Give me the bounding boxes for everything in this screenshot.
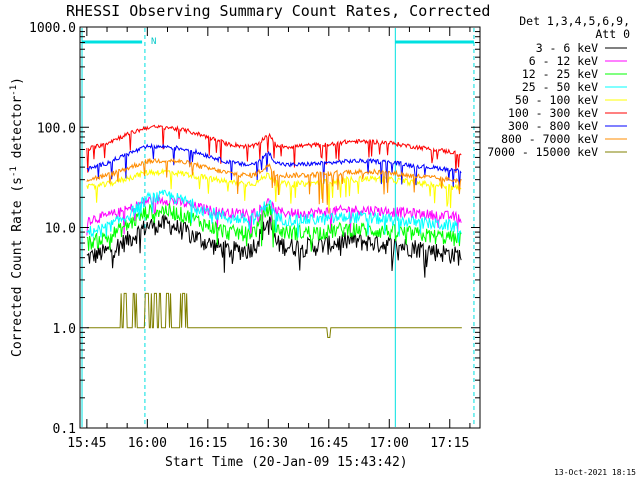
legend-header-line1: Det 1,3,4,5,6,9, xyxy=(519,14,630,28)
chart-title: RHESSI Observing Summary Count Rates, Co… xyxy=(66,2,490,20)
series-layer xyxy=(86,124,462,338)
series-line xyxy=(86,213,462,278)
axis-layer: 1000.0 100.0 10.0 1.0 0.115:45 16:00 16:15 16:3… xyxy=(29,21,480,451)
plot-area: 1000.0 100.0 10.0 1.0 0.115:45 16:00 16:15 16:3… xyxy=(29,21,481,451)
series-line xyxy=(86,157,462,205)
y-tick-label: 1.0 xyxy=(53,322,76,337)
series-line xyxy=(86,124,462,173)
x-tick-label: 17:15 xyxy=(430,436,469,451)
y-axis-label-sup2: -1 xyxy=(9,85,19,96)
x-tick-label: 16:15 xyxy=(188,436,227,451)
annotation-layer xyxy=(81,28,475,427)
legend-entry-label: 3 - 6 keV xyxy=(536,41,598,55)
y-tick-label: 10.0 xyxy=(45,222,76,237)
series-line xyxy=(86,167,462,214)
legend-entry-label: 100 - 300 keV xyxy=(508,106,598,120)
x-tick-label: 16:00 xyxy=(128,436,167,451)
y-axis-label-sup1: -1 xyxy=(9,166,19,177)
legend-entry-label: 50 - 100 keV xyxy=(515,93,598,107)
legend-entry-label: 7000 - 15000 keV xyxy=(487,145,598,159)
x-tick-label: 15:45 xyxy=(67,436,106,451)
marker-n-label: N xyxy=(151,37,156,47)
legend-entry-label: 800 - 7000 keV xyxy=(501,132,598,146)
series-line xyxy=(86,142,462,190)
y-axis-label-part1: Corrected Count Rate (s xyxy=(10,177,25,357)
series-line xyxy=(86,189,462,243)
y-axis-label-part3: ) xyxy=(10,77,25,85)
y-tick-label: 100.0 xyxy=(37,121,76,136)
footer-date: 13-Oct-2021 18:15 xyxy=(554,468,636,477)
legend-header-line2: Att 0 xyxy=(595,27,630,41)
x-axis-label: Start Time (20-Jan-09 15:43:42) xyxy=(165,455,408,470)
legend-entry-label: 25 - 50 keV xyxy=(522,80,598,94)
legend-entry-label: 12 - 25 keV xyxy=(522,67,598,81)
x-tick-label: 16:45 xyxy=(309,436,348,451)
legend-entry-label: 6 - 12 keV xyxy=(529,54,598,68)
x-tick-label: 16:30 xyxy=(249,436,288,451)
series-line xyxy=(86,292,462,338)
y-tick-label: 0.1 xyxy=(53,422,76,437)
y-axis-label: Corrected Count Rate (s-1 detector-1) xyxy=(9,77,25,357)
x-tick-label: 17:00 xyxy=(370,436,409,451)
legend-entry-label: 300 - 800 keV xyxy=(508,119,598,133)
y-tick-label: 1000.0 xyxy=(29,21,76,36)
y-axis-label-part2: detector xyxy=(10,96,25,167)
